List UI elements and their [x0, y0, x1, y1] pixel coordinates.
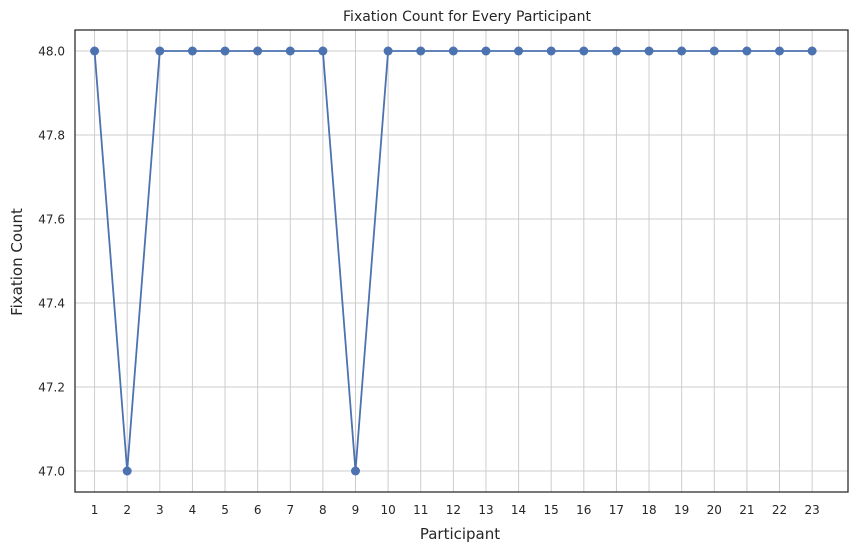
x-tick-label: 12 [446, 503, 461, 517]
x-tick-label: 23 [804, 503, 819, 517]
data-point [709, 46, 719, 56]
x-tick-label: 20 [707, 503, 722, 517]
data-point [677, 46, 687, 56]
x-tick-label: 18 [641, 503, 656, 517]
x-tick-label: 8 [319, 503, 327, 517]
data-point [90, 46, 100, 56]
x-tick-label: 21 [739, 503, 754, 517]
x-tick-label: 13 [478, 503, 493, 517]
x-tick-labels: 1 2 3 4 5 6 7 8 9 10 11 12 13 14 15 16 17 18 19 20 21 22 23 [91, 503, 820, 517]
data-point [807, 46, 817, 56]
x-tick-label: 6 [254, 503, 262, 517]
x-tick-label: 15 [544, 503, 559, 517]
data-point [775, 46, 785, 56]
x-tick-label: 9 [352, 503, 360, 517]
data-point [122, 466, 132, 476]
data-point [416, 46, 426, 56]
y-tick-label: 47.8 [38, 129, 65, 143]
data-point [481, 46, 491, 56]
data-point [448, 46, 458, 56]
x-tick-label: 4 [189, 503, 197, 517]
x-tick-label: 14 [511, 503, 526, 517]
y-axis-label: Fixation Count [8, 208, 26, 316]
y-tick-labels: 47.0 47.2 47.4 47.6 47.8 48.0 [38, 45, 65, 479]
y-tick-label: 48.0 [38, 45, 65, 59]
data-point [611, 46, 621, 56]
data-point [155, 46, 165, 56]
data-point [546, 46, 556, 56]
x-axis-label: Participant [420, 525, 500, 543]
x-tick-label: 16 [576, 503, 591, 517]
y-tick-label: 47.6 [38, 213, 65, 227]
x-tick-label: 17 [609, 503, 624, 517]
data-point [644, 46, 654, 56]
data-point [383, 46, 393, 56]
grid-lines [75, 30, 848, 492]
x-tick-label: 5 [221, 503, 229, 517]
chart-title: Fixation Count for Every Participant [343, 9, 591, 25]
data-point [187, 46, 197, 56]
y-tick-label: 47.0 [38, 465, 65, 479]
data-point [285, 46, 295, 56]
data-point [742, 46, 752, 56]
x-tick-label: 11 [413, 503, 428, 517]
x-tick-label: 7 [286, 503, 294, 517]
x-tick-label: 2 [123, 503, 131, 517]
plot-frame [74, 29, 849, 493]
x-tick-label: 3 [156, 503, 164, 517]
y-tick-label: 47.2 [38, 381, 65, 395]
data-point [350, 466, 360, 476]
data-point [318, 46, 328, 56]
y-tick-label: 47.4 [38, 297, 65, 311]
data-point [253, 46, 263, 56]
data-point [220, 46, 230, 56]
x-tick-label: 22 [772, 503, 787, 517]
x-tick-label: 19 [674, 503, 689, 517]
x-tick-label: 10 [380, 503, 395, 517]
data-point [579, 46, 589, 56]
data-point [514, 46, 524, 56]
data-series [90, 46, 817, 476]
x-tick-label: 1 [91, 503, 99, 517]
